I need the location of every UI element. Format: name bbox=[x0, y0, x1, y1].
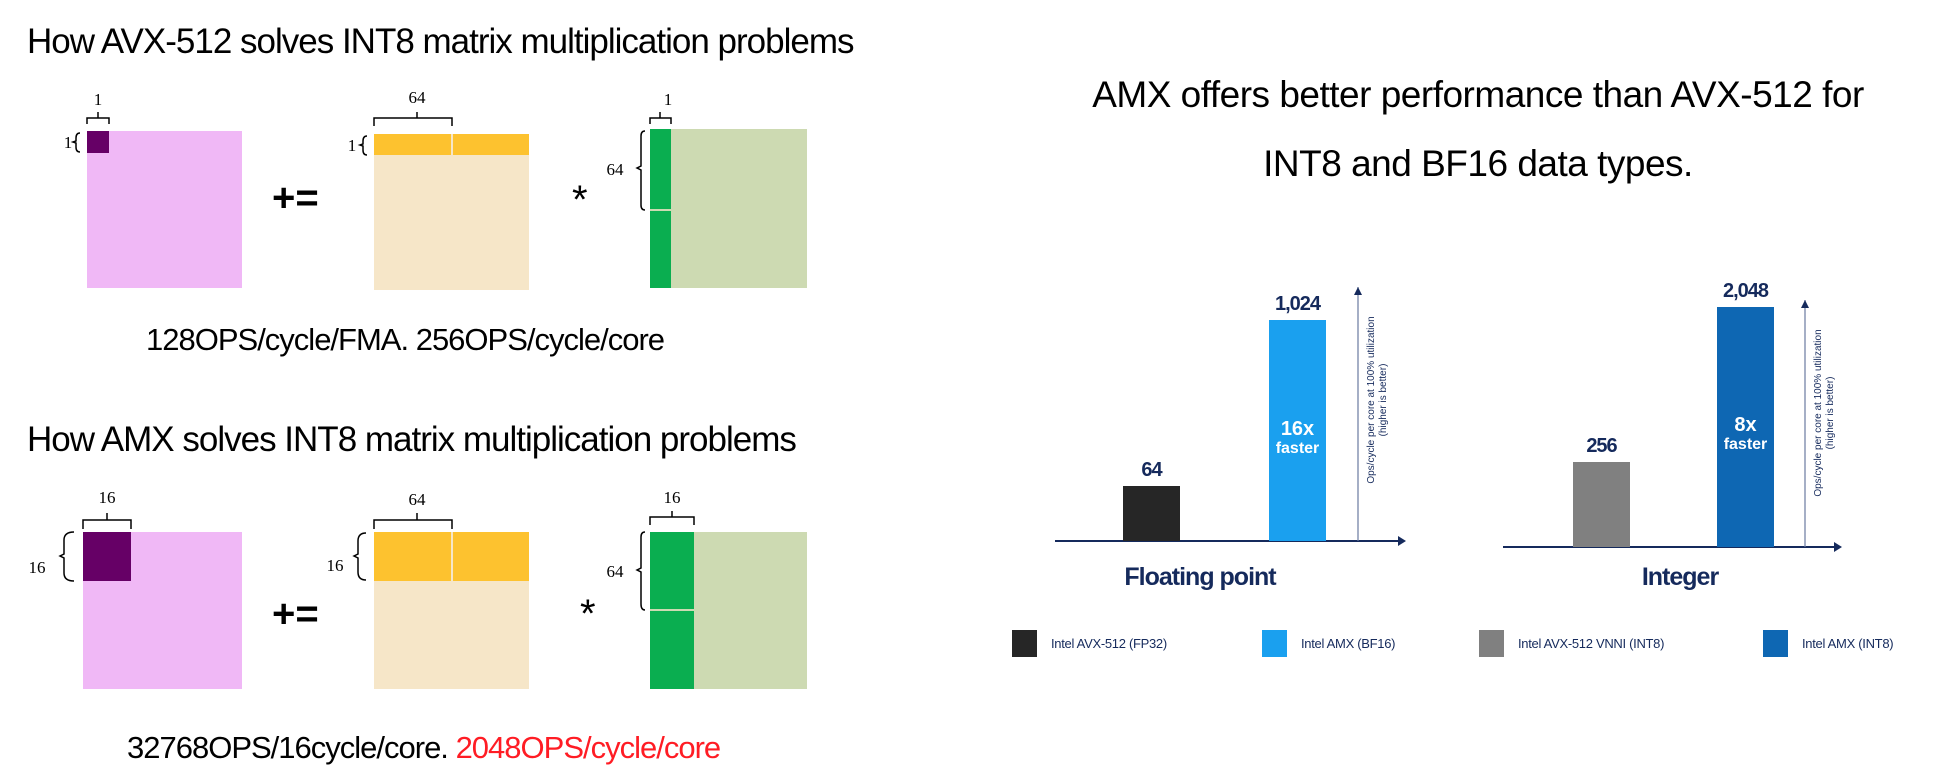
legend-swatch bbox=[1262, 630, 1287, 657]
bar-value-label: 64 bbox=[1141, 458, 1162, 481]
speedup-value: 16x bbox=[1280, 418, 1315, 441]
bar bbox=[1717, 307, 1774, 547]
speedup-text: faster bbox=[1275, 440, 1320, 458]
category-label: Integer bbox=[1641, 563, 1719, 591]
legend-label: Intel AVX-512 VNNI (INT8) bbox=[1518, 636, 1665, 651]
legend-swatch bbox=[1763, 630, 1788, 657]
avx-b-height-label: 64 bbox=[606, 160, 624, 179]
amx-b-height-label: 64 bbox=[606, 562, 624, 581]
tile-divider bbox=[650, 609, 694, 611]
legend-item: Intel AVX-512 (FP32) bbox=[1012, 630, 1167, 657]
tile-divider bbox=[451, 532, 453, 581]
bar-value-label: 1,024 bbox=[1274, 293, 1321, 315]
legend-swatch bbox=[1012, 630, 1037, 657]
dimension-braces bbox=[58, 112, 695, 611]
y-axis-arrow-icon bbox=[1801, 300, 1809, 308]
avx-c-width-label: 1 bbox=[93, 90, 103, 109]
right-title-line1: AMX offers better performance than AVX-5… bbox=[1092, 74, 1864, 115]
amx-a-height-label: 16 bbox=[326, 556, 344, 575]
avx-a-height-label: 1 bbox=[347, 136, 357, 155]
avx-b-width-label: 1 bbox=[663, 90, 673, 109]
legend-label: Intel AMX (INT8) bbox=[1802, 636, 1894, 651]
tile-divider bbox=[650, 209, 671, 211]
category-label: Floating point bbox=[1124, 563, 1276, 591]
amx-c-tile bbox=[83, 532, 131, 581]
avx-ops-text: 128OPS/cycle/FMA. 256OPS/cycle/core bbox=[146, 322, 665, 357]
avx-title: How AVX-512 solves INT8 matrix multiplic… bbox=[27, 22, 855, 61]
legend-item: Intel AMX (INT8) bbox=[1763, 630, 1894, 657]
bar bbox=[1269, 320, 1326, 541]
amx-ops-total: 32768OPS/16cycle/core. bbox=[127, 730, 449, 765]
y-axis-label-line2: (higher is better) bbox=[1825, 376, 1836, 450]
right-title-line2: INT8 and BF16 data types. bbox=[1263, 143, 1693, 184]
y-axis-label-line1: Ops/cycle per core at 100% utilization bbox=[1813, 329, 1824, 497]
amx-ops-highlight: 2048OPS/cycle/core bbox=[455, 730, 722, 765]
amx-ops-text: 32768OPS/16cycle/core. 2048OPS/cycle/cor… bbox=[127, 730, 722, 766]
avx-c-tile bbox=[87, 131, 109, 153]
amx-title: How AMX solves INT8 matrix multiplicatio… bbox=[27, 420, 797, 459]
legend-item: Intel AVX-512 VNNI (INT8) bbox=[1479, 630, 1664, 657]
legend-item: Intel AMX (BF16) bbox=[1262, 630, 1395, 657]
avx-a-width-label: 64 bbox=[408, 88, 426, 107]
avx-c-height-label: 1 bbox=[63, 133, 73, 152]
speedup-value: 8x bbox=[1734, 414, 1757, 436]
amx-c-width-label: 16 bbox=[98, 488, 116, 507]
y-axis-label: Ops/cycle per core at 100% utilization (h… bbox=[1813, 298, 1837, 528]
avx-b-tile bbox=[650, 129, 671, 288]
tile-divider bbox=[451, 134, 453, 155]
speedup-annotation: 8x faster bbox=[1717, 415, 1774, 455]
amx-c-height-label: 16 bbox=[28, 558, 46, 577]
y-axis-label-line1: Ops/cycle per core at 100% utilization bbox=[1366, 316, 1377, 484]
legend-label: Intel AVX-512 (FP32) bbox=[1051, 636, 1167, 651]
x-axis-arrow-icon bbox=[1834, 542, 1842, 552]
plus-equals-sign: += bbox=[272, 592, 319, 636]
amx-a-width-label: 64 bbox=[408, 490, 426, 509]
legend-swatch bbox=[1479, 630, 1504, 657]
speedup-text: faster bbox=[1723, 436, 1768, 453]
y-axis-label: Ops/cycle per core at 100% utilization (h… bbox=[1366, 285, 1390, 515]
bar bbox=[1123, 485, 1180, 541]
legend-label: Intel AMX (BF16) bbox=[1301, 636, 1396, 651]
y-axis-label-line2: (higher is better) bbox=[1378, 363, 1389, 437]
speedup-annotation: 16x faster bbox=[1269, 419, 1326, 459]
times-sign: * bbox=[572, 178, 588, 222]
amx-b-width-label: 16 bbox=[663, 488, 681, 507]
avx-c-matrix bbox=[87, 131, 242, 288]
bar bbox=[1573, 462, 1630, 547]
y-axis-arrow-icon bbox=[1354, 287, 1362, 295]
times-sign: * bbox=[580, 592, 596, 636]
bar-value-label: 2,048 bbox=[1722, 280, 1769, 302]
plus-equals-sign: += bbox=[272, 176, 319, 220]
bar-value-label: 256 bbox=[1586, 435, 1617, 458]
avx-b-matrix bbox=[650, 129, 807, 288]
avx-a-matrix bbox=[374, 134, 529, 290]
x-axis-arrow-icon bbox=[1398, 536, 1406, 546]
